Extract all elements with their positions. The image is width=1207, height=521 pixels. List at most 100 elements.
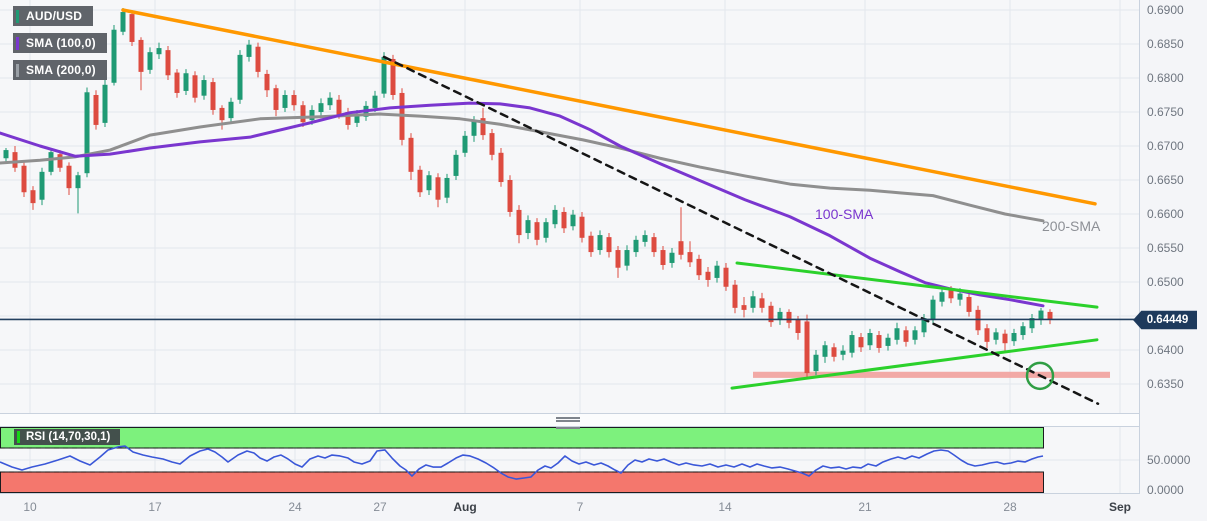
rsi-tick-label: 0.0000: [1147, 483, 1184, 497]
candle-body: [489, 133, 495, 155]
candle-body: [228, 101, 234, 119]
candle-body: [615, 250, 621, 268]
price-axis[interactable]: 0.6900 0.6850 0.6800 0.6750 0.6700 0.6650 0.66…: [1147, 3, 1191, 497]
candle-body: [174, 72, 180, 93]
panel-divider-grip[interactable]: [556, 417, 580, 429]
candle-body: [336, 99, 342, 115]
candle-body: [948, 290, 954, 299]
sma200-annotation: 200-SMA: [1042, 218, 1101, 234]
candle-body: [246, 44, 252, 57]
rsi-color-bar: [17, 431, 20, 443]
candle-body: [768, 305, 774, 323]
price-tick-label: 0.6550: [1147, 241, 1184, 255]
dashed-trendline: [382, 55, 1100, 405]
time-tick-label: 27: [373, 500, 387, 514]
candle-body: [1011, 333, 1017, 342]
candle-body: [417, 169, 423, 193]
candle-body: [624, 250, 630, 266]
price-tick-label: 0.6650: [1147, 173, 1184, 187]
candle-body: [876, 335, 882, 348]
candle-body: [435, 177, 441, 200]
candle-body: [957, 293, 963, 300]
support-trendline: [730, 338, 1099, 390]
candle-body: [822, 345, 828, 357]
candles-layer: [3, 7, 1053, 378]
time-tick-label: 10: [23, 500, 37, 514]
candle-body: [1020, 326, 1026, 336]
candle-body: [93, 95, 99, 125]
sma200-label: SMA (200,0): [26, 63, 96, 77]
candle-body: [552, 209, 558, 225]
rsi-oversold-band: [0, 471, 1044, 493]
candle-body: [723, 267, 729, 287]
candle-body: [381, 56, 387, 94]
candle-body: [408, 137, 414, 172]
rsi-overbought-band: [0, 427, 1044, 449]
candle-body: [939, 292, 945, 302]
candle-body: [426, 175, 432, 191]
candle-body: [687, 252, 693, 263]
candle-body: [219, 107, 225, 121]
time-tick-label: 28: [1003, 500, 1017, 514]
price-tick-label: 0.6750: [1147, 105, 1184, 119]
candle-body: [318, 103, 324, 112]
price-tick-label: 0.6500: [1147, 275, 1184, 289]
candle-body: [507, 180, 513, 212]
candle-body: [147, 52, 153, 70]
time-axis[interactable]: 10 17 24 27 Aug 7 14 21 28 Sep: [23, 500, 1131, 514]
candle-body: [30, 190, 36, 204]
candle-body: [210, 82, 216, 110]
candle-body: [579, 216, 585, 238]
candle-body: [453, 154, 459, 176]
candle-body: [327, 97, 333, 106]
time-tick-label: Aug: [453, 500, 476, 514]
price-tick-label: 0.6900: [1147, 3, 1184, 17]
candle-body: [309, 109, 315, 121]
candle-body: [651, 237, 657, 253]
legend-sma200[interactable]: SMA (200,0): [13, 60, 107, 80]
legend-rsi[interactable]: RSI (14,70,30,1): [14, 429, 121, 445]
price-panel-bg: [0, 0, 1139, 413]
candle-body: [354, 114, 360, 123]
candle-body: [696, 258, 702, 276]
candle-body: [840, 350, 846, 355]
sma100-annotation: 100-SMA: [815, 206, 874, 222]
candle-body: [444, 177, 450, 198]
candle-body: [570, 214, 576, 227]
candle-body: [192, 75, 198, 98]
candle-body: [606, 237, 612, 253]
candle-body: [849, 335, 855, 353]
candle-body: [264, 73, 270, 91]
candle-body: [498, 152, 504, 183]
candle-body: [1029, 318, 1035, 329]
sma100-color-bar: [16, 36, 19, 50]
candle-body: [732, 284, 738, 308]
candle-body: [660, 250, 666, 265]
candle-body: [1047, 311, 1053, 320]
price-tick-label: 0.6400: [1147, 343, 1184, 357]
candle-body: [750, 296, 756, 308]
candle-body: [831, 347, 837, 357]
candle-body: [372, 95, 378, 108]
candle-body: [1038, 310, 1044, 321]
symbol-label: AUD/USD: [26, 9, 83, 23]
candle-body: [516, 209, 522, 236]
candle-body: [21, 165, 27, 193]
last-price-tag: 0.64449: [1133, 310, 1197, 330]
candle-body: [480, 118, 486, 136]
candle-body: [201, 80, 207, 96]
candle-body: [291, 95, 297, 106]
candle-body: [102, 84, 108, 123]
sma200-line: [0, 112, 1045, 223]
candle-body: [813, 354, 819, 372]
candle-body: [921, 318, 927, 333]
legend-sma100[interactable]: SMA (100,0): [13, 33, 107, 53]
candle-body: [759, 298, 765, 308]
legend-symbol[interactable]: AUD/USD: [13, 6, 94, 26]
candle-body: [525, 220, 531, 234]
candle-body: [858, 337, 864, 348]
candle-body: [282, 95, 288, 108]
candle-body: [930, 299, 936, 321]
